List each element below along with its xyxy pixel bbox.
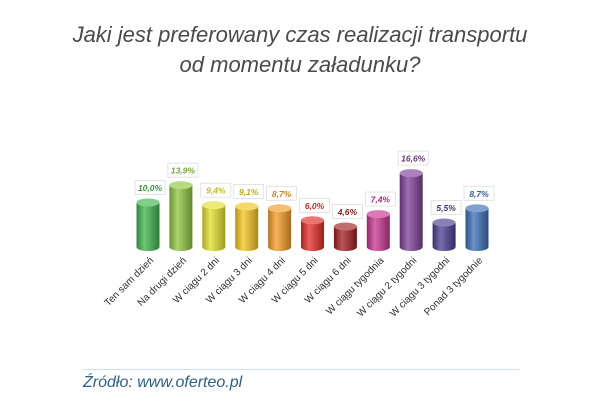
value-label: 6,0% bbox=[305, 201, 325, 211]
value-label: 8,7% bbox=[469, 189, 489, 199]
bar-body bbox=[465, 208, 489, 251]
bar-top bbox=[366, 210, 390, 219]
value-label: 13,9% bbox=[171, 166, 196, 176]
bar-body bbox=[169, 185, 193, 251]
value-label-box bbox=[233, 184, 265, 199]
value-label-box bbox=[134, 180, 166, 195]
value-label: 9,1% bbox=[239, 187, 259, 197]
chart-title-line-2: od momentu załadunku? bbox=[179, 52, 421, 77]
category-label: W ciągu 2 tygodni bbox=[355, 255, 419, 319]
value-label: 7,4% bbox=[371, 195, 391, 205]
bar-body bbox=[136, 202, 160, 251]
value-label: 16,6% bbox=[401, 154, 426, 164]
category-label: Ponad 3 tygodnie bbox=[422, 255, 485, 318]
bar-body bbox=[366, 214, 390, 251]
bar-top bbox=[202, 201, 226, 210]
value-label-box bbox=[200, 182, 232, 198]
bar-top bbox=[301, 216, 324, 225]
value-label-box bbox=[463, 185, 495, 201]
value-label-box bbox=[167, 162, 199, 178]
bar-body bbox=[268, 208, 292, 251]
value-label: 5,5% bbox=[436, 203, 456, 213]
value-label-box bbox=[364, 191, 396, 207]
bar-top bbox=[169, 181, 193, 190]
bar-body bbox=[301, 220, 324, 251]
bar-body bbox=[235, 206, 259, 251]
bar-top bbox=[136, 198, 160, 207]
bar-top bbox=[235, 202, 259, 211]
value-label: 10,0% bbox=[138, 183, 163, 193]
value-label: 8,7% bbox=[272, 189, 292, 199]
bar-body bbox=[432, 222, 456, 251]
value-label-box bbox=[331, 204, 363, 219]
chart-title-line-1: Jaki jest preferowany czas realizacji tr… bbox=[72, 22, 528, 47]
bar-top bbox=[268, 204, 292, 213]
bar-top bbox=[399, 169, 423, 178]
category-label: W ciągu 3 tygodni bbox=[388, 255, 452, 319]
category-label: W ciągu tygodnia bbox=[324, 255, 386, 317]
chart-title: Jaki jest preferowany czas realizacji tr… bbox=[0, 20, 600, 80]
bar-10: 5,5% W ciągu 3 tygodni bbox=[388, 200, 462, 319]
bar-top bbox=[465, 204, 489, 213]
bar-top bbox=[432, 218, 456, 227]
bar-top bbox=[333, 222, 357, 231]
value-label: 4,6% bbox=[337, 207, 358, 217]
value-label-box bbox=[397, 150, 429, 166]
source-note: Źródło: www.oferteo.pl bbox=[83, 374, 243, 391]
value-label-box bbox=[266, 185, 298, 201]
value-label: 9,4% bbox=[206, 186, 226, 196]
bar-body bbox=[202, 205, 226, 251]
value-label-box bbox=[299, 197, 330, 213]
bar-body bbox=[333, 226, 357, 251]
divider bbox=[83, 369, 520, 370]
bar-body bbox=[399, 173, 423, 251]
value-label-box bbox=[430, 200, 462, 215]
